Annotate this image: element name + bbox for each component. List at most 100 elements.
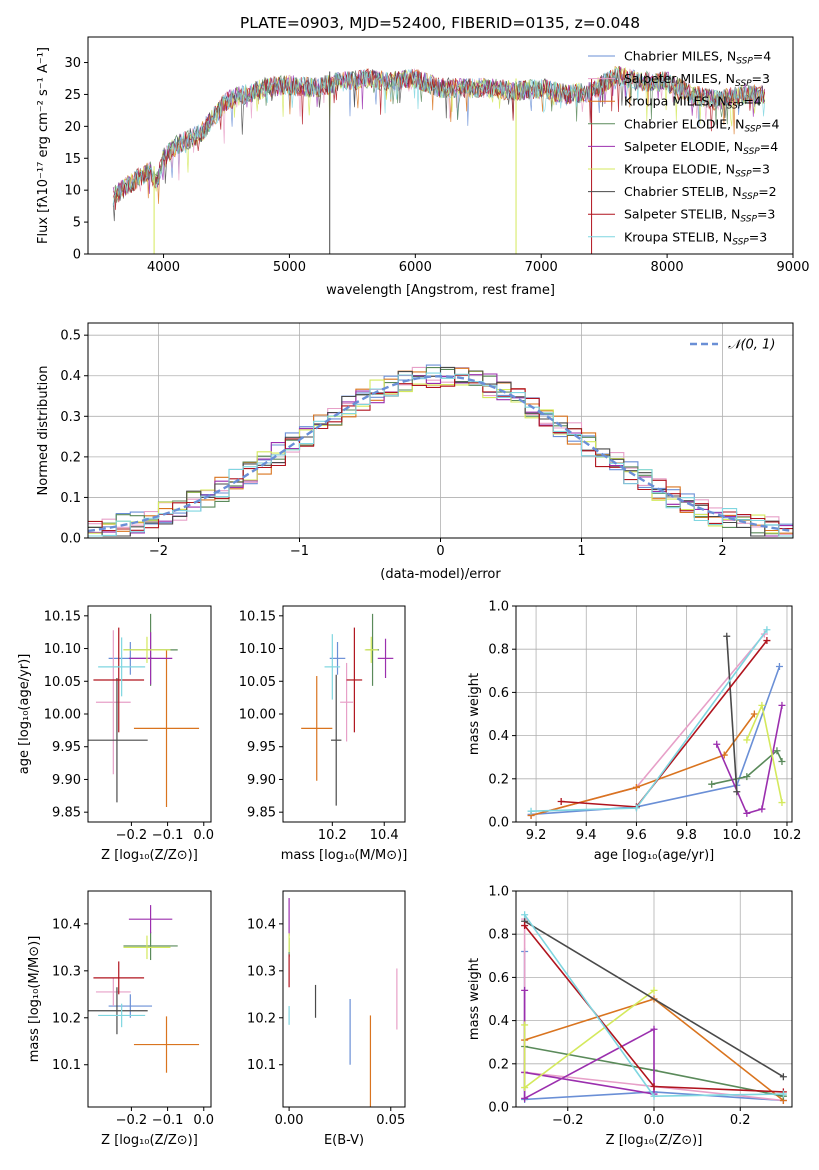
weight-point-marker <box>758 701 766 709</box>
y-tick-label: 9.90 <box>247 773 276 788</box>
weight-point-marker <box>650 1082 658 1090</box>
y-tick-label: 9.95 <box>247 740 276 755</box>
legend-entry: Kroupa ELODIE, NSSP=3 <box>624 162 770 180</box>
x-tick-label: −0.2 <box>116 828 148 843</box>
x-tick-label: 5000 <box>273 260 306 275</box>
x-tick-label: −1 <box>290 544 309 559</box>
weight-point-marker <box>778 799 786 807</box>
chart-title: PLATE=0903, MJD=52400, FIBERID=0135, z=0… <box>240 14 640 32</box>
age_vs_z-panel: −0.2 −0.1 0.0 9.85 9.90 9.95 10.00 10.05 10.10 10… <box>17 605 214 863</box>
y-axis-label: mass [log₁₀(M/M⊙)] <box>27 936 42 1063</box>
weight-point-marker <box>733 788 741 796</box>
x-tick-label: 9.2 <box>526 828 547 843</box>
marks <box>88 613 200 807</box>
x-tick-label: 9000 <box>776 260 809 275</box>
weight-point-marker <box>743 736 751 744</box>
y-tick-label: 10.05 <box>44 675 81 690</box>
y-tick-label: 1.0 <box>488 600 509 615</box>
x-tick-label: 7000 <box>525 260 558 275</box>
x-tick-label: −0.1 <box>152 1113 184 1128</box>
weight-point-marker <box>779 1073 787 1081</box>
weight-point-marker <box>557 797 565 805</box>
weight-point-marker <box>650 1025 658 1033</box>
x-tick-label: 10.2 <box>773 828 802 843</box>
weight_vs_age-panel: 9.2 9.4 9.6 9.8 10.0 10.2 0.0 0.2 0.4 0.6 0.8 1.0 ag… <box>467 600 801 864</box>
y-tick-label: 0.2 <box>488 772 509 787</box>
residuals-panel: −2 −1 0 1 2 0.0 0.1 0.2 0.3 0.4 0.5 (data-model)/er… <box>36 322 794 582</box>
weight-point-marker <box>632 804 640 812</box>
x-axis-label: age [log₁₀(age/yr)] <box>594 848 715 863</box>
weight-point-marker <box>708 780 716 788</box>
x-axis-label: wavelength [Angstrom, rest frame] <box>326 283 555 298</box>
x-axis-label: mass [log₁₀(M/M⊙)] <box>281 848 408 863</box>
weight-series-line <box>726 636 738 792</box>
y-tick-label: 10.3 <box>52 964 81 979</box>
y-tick-label: 10.15 <box>44 609 81 624</box>
weight-point-marker <box>521 922 529 930</box>
x-tick-label: 0.0 <box>193 828 214 843</box>
weight-point-marker <box>773 747 781 755</box>
axes-frame <box>87 890 212 1108</box>
y-tick-label: 0.0 <box>488 816 509 831</box>
x-tick-label: 0 <box>436 544 444 559</box>
x-tick-label: 0.2 <box>730 1113 751 1128</box>
y-tick-label: 10.1 <box>52 1058 81 1073</box>
weight-point-marker <box>778 758 786 766</box>
y-tick-label: 0.5 <box>60 329 81 344</box>
histogram-series <box>88 366 793 537</box>
weight-point-marker <box>778 701 786 709</box>
x-tick-label: 8000 <box>651 260 684 275</box>
histogram-series <box>88 370 793 537</box>
y-tick-label: 0.8 <box>488 643 509 658</box>
weight-series-line <box>524 920 784 1078</box>
weight-point-marker <box>743 773 751 781</box>
y-tick-label: 0.4 <box>488 1014 509 1029</box>
x-tick-label: −0.1 <box>152 828 184 843</box>
x-tick-label: 0.0 <box>644 1113 665 1128</box>
histograms <box>88 364 793 537</box>
y-tick-label: 0.6 <box>488 686 509 701</box>
y-tick-label: 0.0 <box>488 1101 509 1116</box>
weight-point-marker <box>750 710 758 718</box>
spectrum-series-line <box>112 67 766 206</box>
y-tick-label: 10.2 <box>247 1011 276 1026</box>
weight-point-marker <box>775 662 783 670</box>
y-tick-label: 9.95 <box>52 740 81 755</box>
y-axis-label: mass weight <box>467 673 482 755</box>
y-tick-label: 10 <box>64 184 81 199</box>
legend-entry: Kroupa STELIB, NSSP=3 <box>624 229 767 247</box>
weight-point-marker <box>743 809 751 817</box>
y-tick-label: 0.3 <box>60 410 81 425</box>
x-tick-label: −2 <box>149 544 168 559</box>
x-tick-label: −0.2 <box>116 1113 148 1128</box>
y-tick-label: 10.10 <box>44 642 81 657</box>
legend-entry: Chabrier MILES, NSSP=4 <box>624 49 771 67</box>
weight-point-marker <box>521 911 529 919</box>
marks <box>301 613 394 806</box>
y-tick-label: 5 <box>73 216 81 231</box>
x-tick-label: −0.2 <box>552 1113 584 1128</box>
y-axis-label: Flux [fλ10⁻¹⁷ erg cm⁻² s⁻¹ A⁻¹] <box>36 47 51 244</box>
histogram-series <box>88 367 793 534</box>
y-tick-label: 20 <box>64 120 81 135</box>
weight-series-line <box>711 749 783 785</box>
weight-point-marker <box>521 1094 529 1102</box>
legend-entry: 𝒩(0, 1) <box>728 338 775 353</box>
weight-point-marker <box>763 637 771 645</box>
x-axis-label: Z [log₁₀(Z/Z⊙)] <box>606 1133 703 1148</box>
mass_vs_z-panel: −0.2 −0.1 0.0 10.1 10.2 10.3 10.4 Z [log₁₀(Z/Z⊙… <box>27 890 214 1148</box>
legend-entry: Kroupa MILES, NSSP=4 <box>624 94 762 112</box>
y-tick-label: 25 <box>64 88 81 103</box>
weight-point-marker <box>713 740 721 748</box>
y-tick-label: 10.05 <box>239 675 276 690</box>
x-tick-label: 2 <box>718 544 726 559</box>
y-tick-label: 10.2 <box>52 1011 81 1026</box>
x-tick-label: 10.2 <box>318 828 347 843</box>
weight-series-line <box>530 713 756 817</box>
x-tick-label: 0.00 <box>275 1113 304 1128</box>
y-tick-label: 30 <box>64 56 81 71</box>
x-tick-label: 0.05 <box>376 1113 405 1128</box>
y-tick-label: 0.6 <box>488 971 509 986</box>
y-axis-label: Normed distribution <box>36 366 51 496</box>
